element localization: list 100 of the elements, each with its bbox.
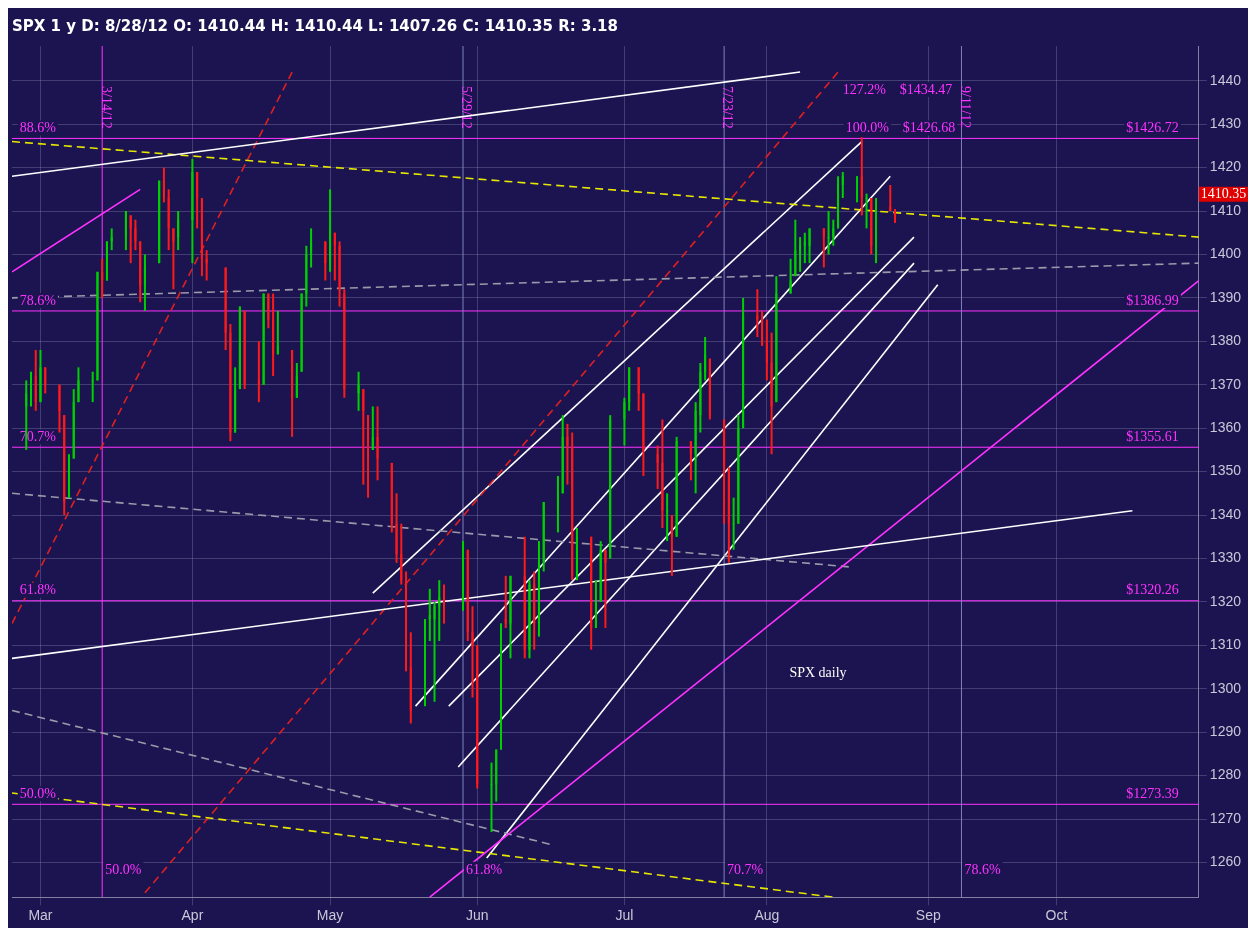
candlestick	[196, 170, 199, 230]
candlestick	[476, 644, 479, 790]
ref-line-label: $1386.99	[1126, 292, 1179, 308]
text: 1410.35	[1200, 186, 1247, 202]
annotation: 100.0%	[845, 120, 890, 136]
candlestick	[594, 579, 597, 629]
candlestick	[400, 522, 403, 586]
candlestick	[637, 366, 640, 412]
x-tick-label: Sep	[915, 907, 941, 924]
candlestick	[257, 340, 260, 404]
candlestick	[533, 570, 536, 651]
x-tick-label: Jul	[615, 907, 634, 924]
y-tick-label: 1270	[1209, 809, 1242, 826]
candlestick	[443, 583, 446, 625]
candlestick	[357, 370, 360, 412]
y-tick-label: 1370	[1209, 375, 1242, 392]
candlestick	[742, 296, 745, 430]
candlestick	[272, 292, 275, 378]
candlestick	[224, 266, 227, 351]
candlestick	[466, 548, 469, 642]
candlestick	[72, 388, 75, 460]
annotation: $1434.47	[899, 81, 953, 97]
candlestick	[575, 527, 578, 582]
candlestick	[162, 166, 165, 204]
candlestick	[291, 349, 294, 438]
candlestick	[191, 157, 194, 265]
annotation: SPX daily	[789, 664, 847, 680]
ref-line-label: $1320.26	[1126, 582, 1179, 598]
y-tick-label: 1440	[1209, 71, 1242, 88]
candlestick	[139, 240, 142, 304]
candlestick	[390, 461, 393, 534]
candlestick	[105, 240, 108, 282]
y-tick-label: 1400	[1209, 245, 1242, 262]
candlestick	[409, 631, 412, 725]
candlestick	[310, 227, 313, 269]
candlestick	[675, 435, 678, 538]
ref-line-label: $1355.61	[1126, 428, 1179, 444]
annotation: 50.0%	[19, 785, 57, 801]
candlestick	[556, 474, 559, 534]
candlestick	[490, 761, 493, 834]
candlestick	[808, 227, 811, 265]
y-tick-label: 1330	[1209, 549, 1242, 566]
y-tick-label: 1320	[1209, 592, 1242, 609]
candlestick	[172, 227, 175, 291]
candlestick	[756, 288, 759, 338]
candlestick	[504, 574, 507, 629]
candlestick	[604, 548, 607, 629]
candlestick	[609, 414, 612, 560]
candlestick	[367, 414, 370, 499]
candlestick	[509, 574, 512, 660]
candlestick	[243, 309, 246, 391]
annotation: 50.0%	[105, 861, 142, 877]
candlestick	[295, 362, 298, 399]
candlestick	[39, 349, 42, 404]
annotation: 78.6%	[19, 292, 57, 308]
candlestick	[324, 240, 327, 282]
candlestick	[723, 418, 726, 525]
candlestick	[471, 605, 474, 699]
annotation: 61.8%	[19, 582, 57, 598]
candlestick	[376, 405, 379, 482]
annotation: 61.8%	[466, 861, 503, 877]
y-tick-label: 1300	[1209, 679, 1242, 696]
candlestick	[822, 227, 825, 269]
annotation: 88.6%	[19, 120, 57, 136]
candlestick	[799, 236, 802, 273]
candlestick	[666, 492, 669, 543]
candlestick	[300, 292, 303, 373]
candlestick	[34, 349, 37, 412]
candlestick	[395, 492, 398, 564]
candlestick	[143, 253, 146, 312]
candlestick	[58, 383, 61, 434]
x-tick-label: Apr	[181, 907, 204, 924]
candlestick	[29, 370, 32, 408]
candlestick	[44, 366, 47, 395]
annotation: 127.2%	[842, 81, 887, 97]
candlestick	[775, 275, 778, 404]
candlestick	[433, 600, 436, 703]
candlestick	[642, 392, 645, 477]
candlestick	[129, 214, 132, 265]
candlestick	[870, 197, 873, 256]
y-tick-label: 1340	[1209, 505, 1242, 522]
chart-title: SPX 1 y D: 8/28/12 O: 1410.44 H: 1410.44 L: 1407.26 C: 1410.35 R: 3.18	[12, 16, 618, 35]
candlestick	[177, 210, 180, 252]
candlestick	[832, 218, 835, 247]
candlestick	[765, 318, 768, 382]
ref-line-label: $1273.39	[1126, 785, 1179, 801]
candlestick	[827, 210, 830, 256]
candlestick	[770, 331, 773, 456]
y-tick-label: 1430	[1209, 115, 1242, 132]
y-tick-label: 1360	[1209, 419, 1242, 436]
candlestick	[63, 414, 66, 517]
candlestick	[837, 175, 840, 230]
candlestick	[96, 270, 99, 382]
candlestick	[727, 466, 730, 564]
candlestick	[405, 570, 408, 673]
ref-line-label: 5/29/12	[459, 86, 475, 129]
candlestick	[661, 418, 664, 530]
candlestick	[333, 231, 336, 282]
ref-line-label: 9/11/12	[957, 86, 973, 129]
candlestick	[158, 179, 161, 265]
